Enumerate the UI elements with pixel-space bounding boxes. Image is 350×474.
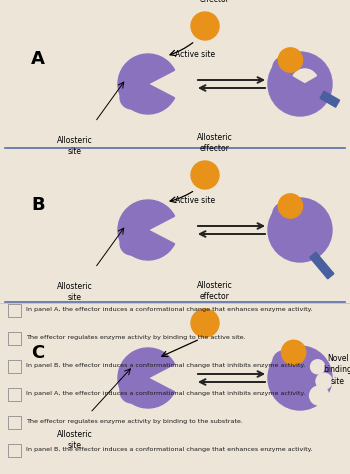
FancyBboxPatch shape bbox=[8, 388, 21, 401]
FancyBboxPatch shape bbox=[8, 416, 21, 429]
Circle shape bbox=[191, 161, 219, 189]
FancyBboxPatch shape bbox=[310, 252, 334, 279]
Text: Allosteric
effector: Allosteric effector bbox=[197, 133, 233, 153]
Wedge shape bbox=[118, 54, 175, 114]
Wedge shape bbox=[118, 348, 175, 408]
Text: Active site: Active site bbox=[175, 49, 215, 58]
Text: Novel
binding
site: Novel binding site bbox=[323, 355, 350, 386]
FancyBboxPatch shape bbox=[320, 91, 340, 107]
Text: In panel B, the effector induces a conformational change that enhances enzyme ac: In panel B, the effector induces a confo… bbox=[26, 447, 313, 453]
FancyBboxPatch shape bbox=[8, 360, 21, 373]
Circle shape bbox=[273, 351, 295, 373]
Text: B: B bbox=[31, 196, 45, 214]
Circle shape bbox=[310, 360, 325, 374]
Wedge shape bbox=[118, 200, 175, 260]
Text: Allosteric
effector: Allosteric effector bbox=[197, 0, 233, 4]
FancyBboxPatch shape bbox=[8, 444, 21, 457]
Circle shape bbox=[120, 86, 143, 109]
Circle shape bbox=[120, 232, 143, 255]
Circle shape bbox=[268, 198, 332, 262]
Circle shape bbox=[273, 57, 295, 79]
Text: C: C bbox=[32, 344, 45, 362]
Circle shape bbox=[120, 380, 143, 403]
Circle shape bbox=[191, 12, 219, 40]
FancyBboxPatch shape bbox=[8, 332, 21, 345]
Circle shape bbox=[310, 386, 329, 405]
Text: Allosteric
site: Allosteric site bbox=[57, 430, 93, 450]
Circle shape bbox=[278, 48, 302, 72]
Circle shape bbox=[268, 346, 332, 410]
Circle shape bbox=[281, 340, 306, 365]
Circle shape bbox=[273, 203, 295, 225]
Text: The effector regulates enzyme activity by binding to the substrate.: The effector regulates enzyme activity b… bbox=[26, 419, 243, 425]
Text: In panel A, the effector induces a conformational change that inhibits enzyme ac: In panel A, the effector induces a confo… bbox=[26, 392, 305, 396]
Text: In panel A, the effector induces a conformational change that enhances enzyme ac: In panel A, the effector induces a confo… bbox=[26, 308, 313, 312]
Text: A: A bbox=[31, 50, 45, 68]
Circle shape bbox=[278, 194, 302, 218]
Wedge shape bbox=[293, 69, 316, 82]
Circle shape bbox=[316, 373, 332, 389]
Text: Active site: Active site bbox=[175, 195, 215, 204]
Text: The effector regulates enzyme activity by binding to the active site.: The effector regulates enzyme activity b… bbox=[26, 336, 246, 340]
Circle shape bbox=[191, 309, 219, 337]
Text: Allosteric
effector: Allosteric effector bbox=[197, 281, 233, 301]
FancyBboxPatch shape bbox=[8, 304, 21, 317]
Text: Allosteric
site: Allosteric site bbox=[57, 282, 93, 302]
Circle shape bbox=[268, 52, 332, 116]
Text: In panel B, the effector induces a conformational change that inhibits enzyme ac: In panel B, the effector induces a confo… bbox=[26, 364, 305, 368]
Text: Allosteric
site: Allosteric site bbox=[57, 136, 93, 156]
